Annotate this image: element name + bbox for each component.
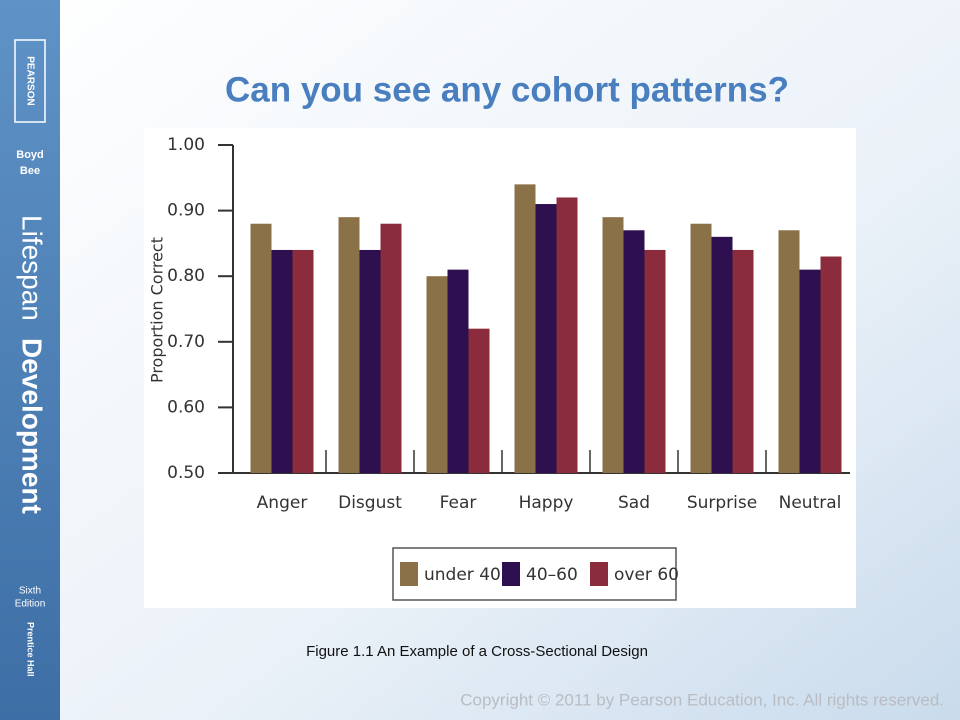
legend-swatch — [590, 562, 608, 586]
x-tick-label: Anger — [257, 493, 308, 513]
y-tick-label: 0.50 — [167, 463, 205, 483]
copyright: Copyright © 2011 by Pearson Education, I… — [460, 690, 944, 709]
y-axis-label: Proportion Correct — [148, 237, 167, 383]
bar — [799, 269, 821, 473]
y-tick-label: 0.70 — [167, 332, 205, 352]
author: Bee — [20, 165, 40, 177]
x-tick-label: Surprise — [687, 493, 757, 513]
x-tick-label: Neutral — [779, 493, 842, 513]
x-tick-label: Sad — [618, 493, 650, 513]
bar — [426, 276, 448, 473]
bar — [359, 249, 381, 473]
bar — [535, 204, 557, 474]
legend-box — [392, 547, 677, 601]
y-tick-label: 0.90 — [167, 201, 205, 221]
imprint: Prentice Hall — [26, 622, 36, 677]
bar — [271, 249, 293, 473]
legend-label: over 60 — [614, 565, 679, 585]
x-tick-label: Happy — [519, 493, 574, 513]
bar — [711, 236, 733, 473]
bar — [338, 217, 360, 473]
bar — [602, 217, 624, 473]
legend-label: 40–60 — [526, 565, 578, 585]
legend-swatch — [400, 562, 418, 586]
bar — [380, 223, 402, 473]
bar — [556, 197, 578, 474]
edition: Sixth — [19, 586, 41, 597]
slide-title: Can you see any cohort patterns? — [225, 70, 789, 109]
legend-swatch — [502, 562, 520, 586]
legend-label: under 40 — [424, 565, 501, 585]
bar — [514, 184, 536, 474]
bar — [820, 256, 842, 473]
y-tick-label: 0.80 — [167, 266, 205, 286]
bar — [732, 249, 754, 473]
book-title: Development — [17, 338, 48, 514]
bar — [468, 328, 490, 473]
chart: 0.50 0.60 0.70 0.80 0.90 1.00 Proportion Corre… — [148, 135, 850, 601]
bar — [250, 223, 272, 473]
bar — [623, 230, 645, 473]
caption: Figure 1.1 An Example of a Cross-Section… — [306, 643, 648, 660]
publisher-logo — [14, 39, 46, 123]
bar — [778, 230, 800, 473]
bar — [690, 223, 712, 473]
book-title: Lifespan — [17, 215, 48, 321]
edition: Edition — [15, 599, 46, 610]
publisher: PEARSON — [24, 56, 35, 105]
sidebar — [0, 0, 60, 720]
bar — [447, 269, 469, 473]
y-tick-label: 1.00 — [167, 135, 205, 155]
x-tick-label: Disgust — [338, 493, 402, 513]
author: Boyd — [16, 149, 44, 161]
y-tick-label: 0.60 — [167, 397, 205, 417]
x-tick-label: Fear — [440, 493, 477, 513]
bar — [292, 249, 314, 473]
bar — [644, 249, 666, 473]
